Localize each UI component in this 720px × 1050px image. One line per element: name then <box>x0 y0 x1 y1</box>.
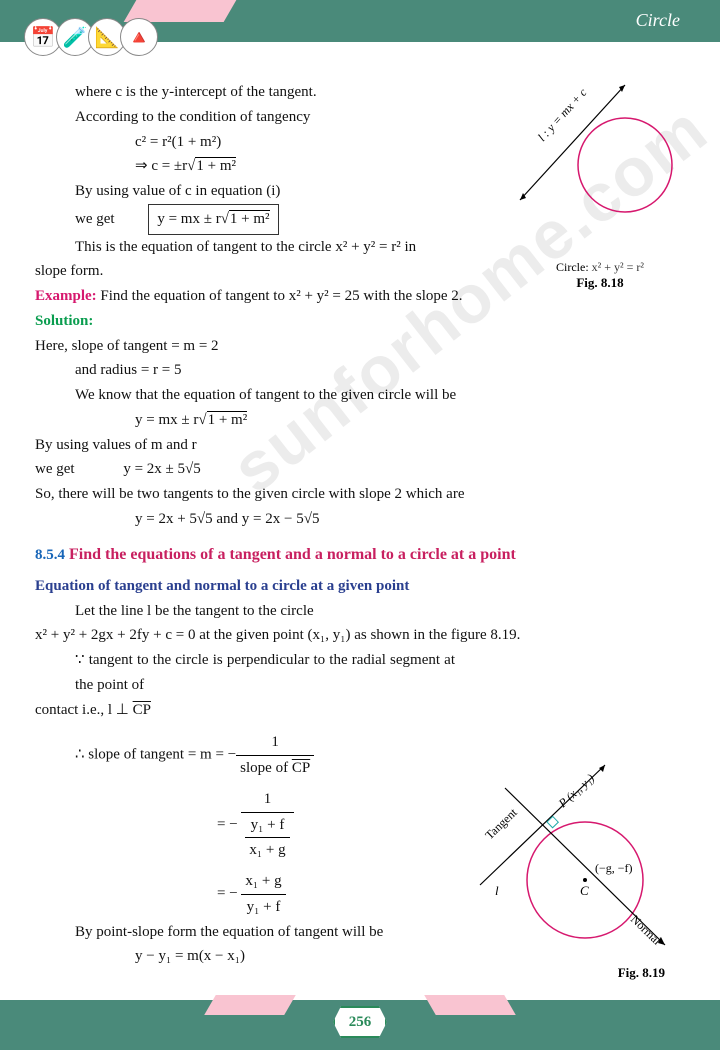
sol-6: So, there will be two tangents to the gi… <box>35 482 685 507</box>
solution-label: Solution: <box>35 309 685 334</box>
footer-pink-right <box>424 995 516 1015</box>
derive-0: ∴ slope of tangent = m = −1slope of CP <box>75 730 455 781</box>
svg-text:l : y = mx + c: l : y = mx + c <box>535 85 590 144</box>
sol-4: By using values of m and r <box>35 433 685 458</box>
svg-text:l: l <box>495 883 499 898</box>
svg-text:P (x₁, y₁): P (x₁, y₁) <box>555 771 597 811</box>
line-4: we get y = mx ± r√1 + m² <box>75 204 475 235</box>
line-1: where c is the y-intercept of the tangen… <box>75 80 475 105</box>
svg-text:Tangent: Tangent <box>482 805 520 842</box>
eq-6: y = 2x + 5√5 and y = 2x − 5√5 <box>135 507 685 532</box>
svg-text:(−g, −f): (−g, −f) <box>595 861 633 875</box>
sol-3: We know that the equation of tangent to … <box>75 383 685 408</box>
figure-8-19: Tangent Normal P (x₁, y₁) C (−g, −f) l F… <box>455 760 685 980</box>
page-number: 256 <box>333 1006 387 1038</box>
derive-2: = − 1y₁ + fx₁ + g <box>217 787 455 863</box>
sub-heading: Equation of tangent and normal to a circ… <box>35 574 685 599</box>
p3a: ∵ tangent to the circle is perpendicular… <box>75 648 455 698</box>
eq-1: c² = r²(1 + m²) <box>135 130 475 155</box>
derive-3: = − x₁ + gy₁ + f <box>217 869 455 920</box>
svg-text:Normal: Normal <box>628 912 665 948</box>
p3b: contact i.e., l ⊥ CP <box>35 698 455 723</box>
fig1-eq: Circle: Circle: x² + y² = r²x² + y² = r² <box>515 260 685 275</box>
figure-8-18: l : y = mx + c Circle: Circle: x² + y² =… <box>515 80 685 255</box>
line-2: According to the condition of tangency <box>75 105 475 130</box>
eq-4: y = mx ± r√1 + m² <box>135 408 685 433</box>
fig1-svg: l : y = mx + c <box>515 80 685 255</box>
chapter-title: Circle <box>636 10 680 31</box>
sol-2: and radius = r = 5 <box>75 358 685 383</box>
eq-2: ⇒ c = ±r√1 + m² <box>135 154 475 179</box>
line-3: By using value of c in equation (i) <box>75 179 475 204</box>
fig2-svg: Tangent Normal P (x₁, y₁) C (−g, −f) l <box>455 760 685 960</box>
sol-5: we get y = 2x ± 5√5 <box>35 457 685 482</box>
fig1-caption: Fig. 8.18 <box>515 275 685 291</box>
section-header: 8.5.4 Find the equations of a tangent an… <box>35 542 685 568</box>
svg-text:C: C <box>580 883 589 898</box>
p2: x² + y² + 2gx + 2fy + c = 0 at the given… <box>35 623 685 648</box>
triangle-icon: 🔺 <box>120 18 158 56</box>
line-5: This is the equation of tangent to the c… <box>75 235 475 260</box>
sol-1: Here, slope of tangent = m = 2 <box>35 334 685 359</box>
header-icons: 📅 🧪 📐 🔺 <box>30 18 158 56</box>
footer-pink-left <box>204 995 296 1015</box>
p1: Let the line l be the tangent to the cir… <box>75 599 685 624</box>
fig2-caption: Fig. 8.19 <box>455 965 685 981</box>
